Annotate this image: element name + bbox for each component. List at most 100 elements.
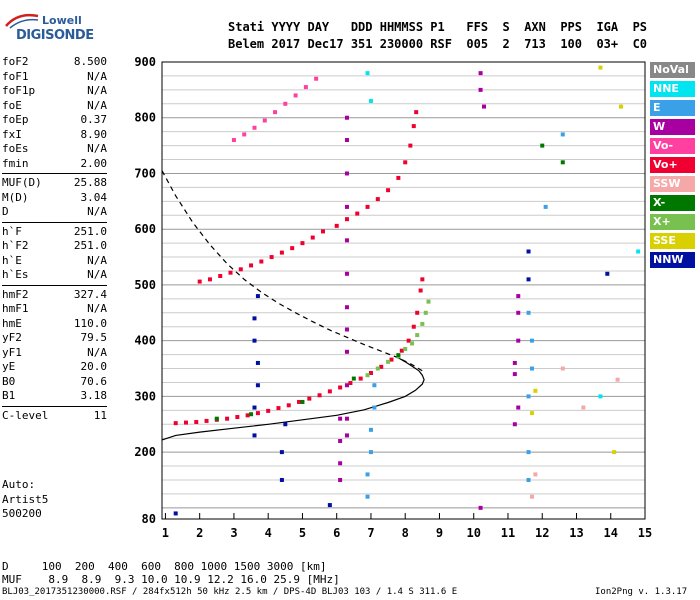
- echo-point: [303, 85, 308, 90]
- footer-file-info: BLJ03_2017351230000.RSF / 284fx512h 50 k…: [2, 587, 458, 597]
- param-value: 2.00: [80, 156, 108, 170]
- param-row: h`E N/A: [2, 254, 107, 269]
- param-row: yF1 N/A: [2, 346, 107, 361]
- echo-point: [540, 143, 545, 148]
- echo-point: [255, 411, 260, 416]
- param-value: N/A: [87, 253, 107, 267]
- echo-point: [197, 279, 202, 284]
- legend-item: Vo-: [650, 138, 695, 154]
- x-tick-label: 8: [402, 526, 409, 540]
- param-name: foEs: [2, 142, 29, 155]
- x-tick-label: 14: [604, 526, 618, 540]
- auto-label: Auto:: [2, 478, 36, 491]
- echo-point: [526, 477, 531, 482]
- echo-point: [396, 175, 401, 180]
- echo-point: [334, 223, 339, 228]
- echo-point: [218, 274, 223, 279]
- param-name: h`E: [2, 253, 22, 267]
- echo-point: [368, 427, 373, 432]
- echo-point: [344, 217, 349, 222]
- param-row: foEs N/A: [2, 142, 107, 157]
- echo-point: [344, 433, 349, 438]
- param-row: yF2 79.5: [2, 331, 107, 346]
- echo-point: [410, 341, 415, 346]
- legend-item: NoVal: [650, 62, 695, 78]
- echo-point: [581, 405, 586, 410]
- echo-point: [423, 310, 428, 315]
- x-tick-label: 4: [265, 526, 272, 540]
- echo-point: [286, 403, 291, 408]
- echo-point: [259, 259, 264, 264]
- param-value: N/A: [87, 142, 107, 155]
- echo-point: [344, 383, 349, 388]
- echo-point: [408, 143, 413, 148]
- param-separator: [2, 284, 107, 286]
- echo-point: [512, 422, 517, 427]
- y-tick-label: 600: [134, 222, 156, 236]
- echo-point: [526, 277, 531, 282]
- echo-point: [310, 235, 315, 240]
- echo-point: [252, 433, 257, 438]
- param-name: foF1: [2, 69, 29, 83]
- y-tick-label: 900: [134, 55, 156, 69]
- param-name: C-level: [2, 408, 49, 422]
- echo-point: [516, 405, 521, 410]
- echo-point: [242, 132, 247, 137]
- header-labels: Stati YYYY DAY DDD HHMMSS P1 FFS S AXN P…: [228, 20, 648, 34]
- param-row: M(D) 3.04: [2, 191, 107, 206]
- footer-muf-row: MUF 8.9 8.9 9.3 10.0 10.9 12.2 16.0 25.9…: [2, 573, 340, 586]
- auto-version: 500200: [2, 507, 42, 520]
- echo-point: [279, 250, 284, 255]
- echo-point: [365, 472, 370, 477]
- echo-point: [300, 399, 305, 404]
- echo-point: [420, 277, 425, 282]
- logo-swoosh-icon: [5, 13, 39, 29]
- echo-point: [238, 267, 243, 272]
- param-row: foF1p N/A: [2, 84, 107, 99]
- echo-point: [173, 421, 178, 426]
- echo-point: [327, 503, 332, 508]
- param-value: N/A: [87, 205, 107, 218]
- x-tick-label: 3: [230, 526, 237, 540]
- echo-point: [365, 204, 370, 209]
- y-tick-label: 300: [134, 389, 156, 403]
- echo-point: [252, 405, 257, 410]
- param-separator: [2, 221, 107, 223]
- echo-point: [194, 420, 199, 425]
- param-value: 20.0: [80, 360, 108, 373]
- param-row: foF1 N/A: [2, 70, 107, 85]
- true-height-profile: [161, 357, 425, 441]
- footer-distance-row: D 100 200 400 600 800 1000 1500 3000 [km…: [2, 560, 327, 573]
- param-value: 8.500: [73, 55, 107, 68]
- legend: NoVal NNE E W Vo- Vo+ SSW X- X+ SSE NNW: [650, 62, 695, 271]
- param-row: h`Es N/A: [2, 268, 107, 283]
- echo-point: [365, 71, 370, 76]
- echo-point: [403, 347, 408, 352]
- y-tick-label: 700: [134, 166, 156, 180]
- param-row: C-level 11: [2, 409, 107, 424]
- echo-point: [344, 349, 349, 354]
- param-value: N/A: [87, 84, 107, 97]
- auto-scaler-info: Auto: Artist5 500200: [2, 478, 107, 522]
- param-separator: [2, 405, 107, 407]
- echo-point: [358, 376, 363, 381]
- param-name: hmE: [2, 316, 22, 330]
- echo-point: [615, 377, 620, 382]
- param-value: 3.18: [80, 389, 108, 402]
- echo-point: [228, 270, 233, 275]
- echo-point: [482, 104, 486, 109]
- param-name: foF2: [2, 55, 29, 68]
- echo-point: [406, 338, 411, 343]
- param-row: hmE 110.0: [2, 317, 107, 332]
- echo-point: [411, 124, 416, 129]
- echo-point: [344, 238, 349, 243]
- echo-point: [351, 376, 356, 381]
- param-row: foE N/A: [2, 99, 107, 114]
- echo-point: [365, 373, 370, 378]
- echo-point: [249, 412, 254, 417]
- param-name: foF1p: [2, 84, 36, 97]
- echo-point: [183, 420, 188, 425]
- plot-frame: [161, 61, 646, 520]
- echo-point: [399, 348, 404, 353]
- param-row: fmin 2.00: [2, 157, 107, 172]
